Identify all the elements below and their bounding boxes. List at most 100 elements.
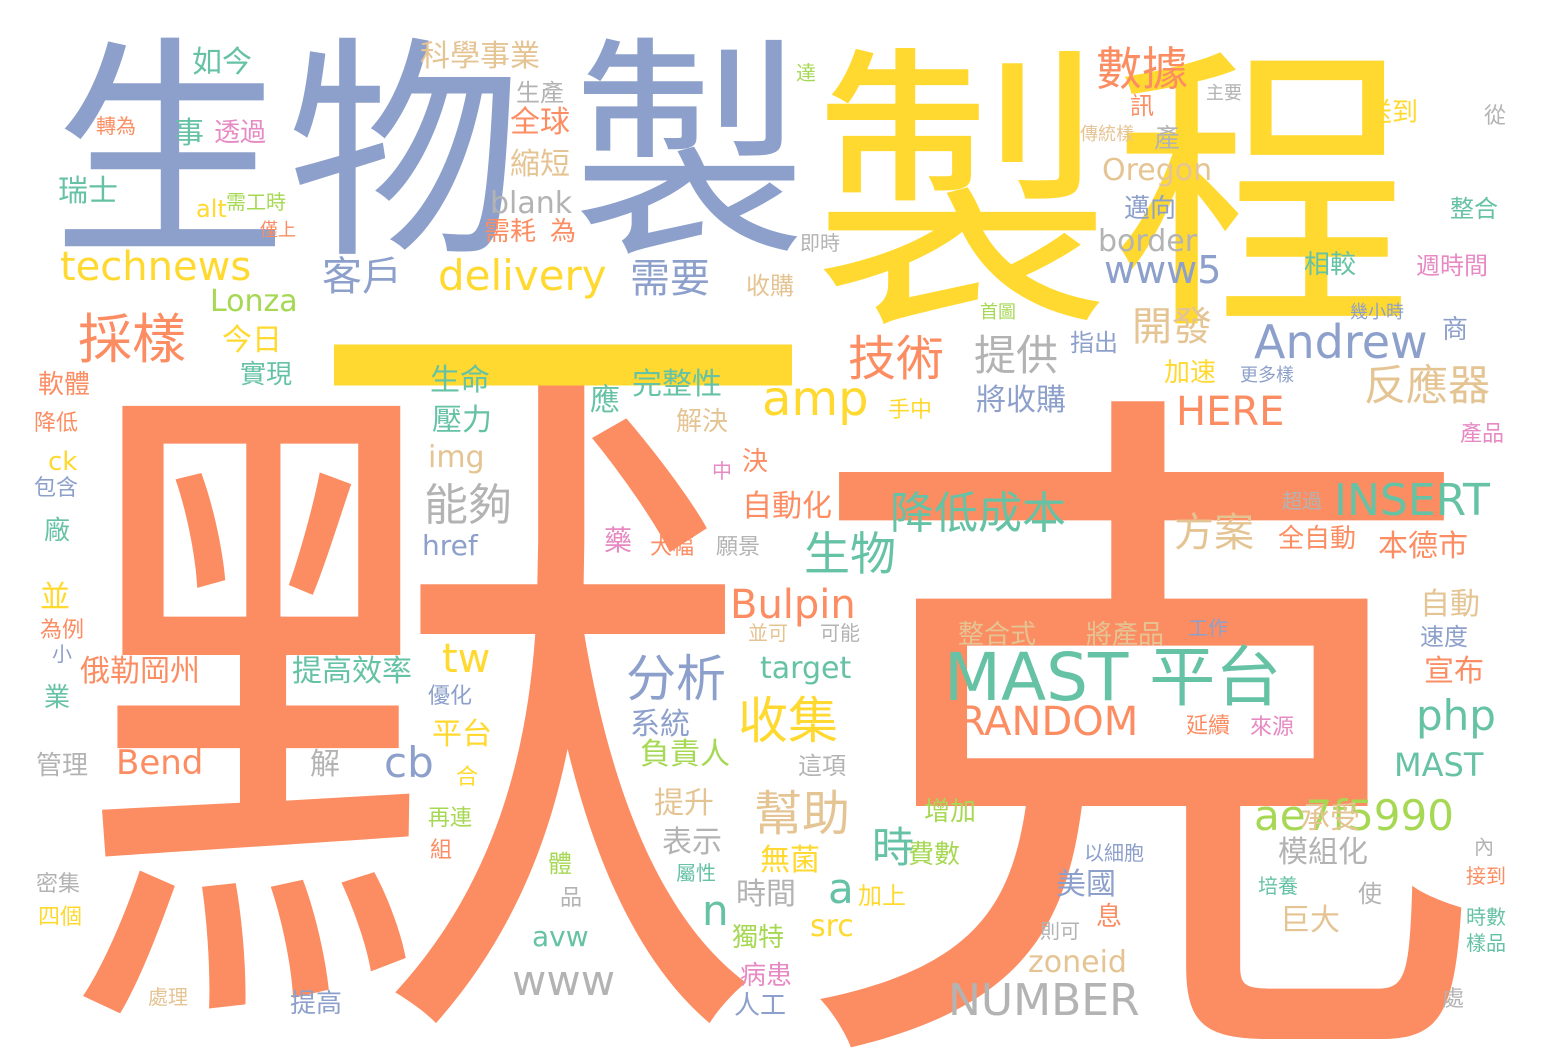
word-143: 可能 <box>820 621 860 645</box>
word-119: 業 <box>44 683 70 713</box>
word-165: 樣品 <box>1466 931 1506 955</box>
word-43: 如今 <box>192 45 252 80</box>
word-126: 處理 <box>148 985 188 1009</box>
word-6: MAST 平台 <box>944 639 1281 716</box>
word-50: 瑞士 <box>58 174 118 209</box>
word-75: 時間 <box>736 877 796 912</box>
word-149: 更多樣 <box>1240 365 1294 386</box>
word-34: www <box>512 956 615 1005</box>
word-39: a <box>828 864 854 913</box>
word-161: 從 <box>1484 104 1506 129</box>
word-99: 應 <box>590 383 620 418</box>
word-95: 並 <box>40 580 70 615</box>
word-63: 自動化 <box>742 489 832 524</box>
word-71: 負責人 <box>640 737 730 772</box>
word-24: 能夠 <box>424 480 512 531</box>
word-29: 收集 <box>738 692 838 750</box>
word-5: 一 <box>312 96 812 678</box>
word-122: 再連 <box>428 806 472 831</box>
word-77: 美國 <box>1056 867 1116 902</box>
word-152: 超過 <box>1282 489 1322 513</box>
word-97: 廠 <box>44 516 70 546</box>
word-20: amp <box>762 371 869 427</box>
word-88: src <box>810 909 854 944</box>
word-106: 邁向 <box>1124 194 1176 224</box>
word-87: avw <box>532 920 589 953</box>
word-73: 表示 <box>662 825 722 860</box>
word-36: tw <box>442 636 490 682</box>
word-33: NUMBER <box>948 975 1140 1026</box>
word-49: Lonza <box>210 284 298 319</box>
word-150: 幾小時 <box>1350 302 1404 323</box>
word-3: 生物 <box>52 18 522 291</box>
word-107: 送到 <box>1366 98 1418 128</box>
word-142: 並可 <box>748 621 788 645</box>
word-151: 產品 <box>1460 422 1504 447</box>
word-83: 速度 <box>1420 623 1468 651</box>
word-131: 增加 <box>924 797 976 827</box>
word-84: 本德市 <box>1378 529 1468 564</box>
word-58: 將收購 <box>976 383 1066 418</box>
word-56: 為 <box>550 217 576 247</box>
word-60: 生命 <box>430 363 490 398</box>
word-30: 幫助 <box>754 786 850 842</box>
word-44: 全球 <box>510 105 570 140</box>
word-0: 默 <box>60 321 760 1052</box>
word-157: 轉為 <box>96 114 136 138</box>
word-13: 需要 <box>630 256 710 302</box>
word-162: 內 <box>1474 835 1494 859</box>
word-128: 品 <box>560 886 582 911</box>
word-11: delivery <box>438 251 607 300</box>
word-66: target <box>760 651 851 686</box>
word-109: 指出 <box>1070 329 1118 357</box>
word-81: 宣布 <box>1424 654 1484 689</box>
word-115: 降低 <box>34 411 78 436</box>
word-117: 為例 <box>40 618 84 643</box>
word-103: 整合 <box>1450 195 1498 223</box>
word-120: 優化 <box>428 684 472 709</box>
word-116: 包含 <box>34 476 78 501</box>
word-127: 體 <box>548 850 572 878</box>
word-10: 客戶 <box>322 254 402 300</box>
word-93: 解 <box>310 747 340 782</box>
word-28: 分析 <box>626 650 726 708</box>
word-46: Oregon <box>1102 153 1212 188</box>
word-61: 壓力 <box>432 403 492 438</box>
word-92: 人工 <box>734 991 786 1021</box>
word-153: 首圖 <box>980 302 1016 323</box>
word-130: 加上 <box>858 882 906 910</box>
word-145: 願景 <box>716 535 760 560</box>
word-38: 時 <box>872 823 914 872</box>
word-82: 自動 <box>1420 587 1480 622</box>
word-74: 無菌 <box>760 843 820 878</box>
word-112: 收購 <box>746 272 794 300</box>
word-31: ae7f5990 <box>1254 791 1454 840</box>
word-124: 密集 <box>36 872 80 897</box>
word-78: 模組化 <box>1278 835 1368 870</box>
word-158: 達 <box>796 61 816 85</box>
word-147: 中 <box>712 459 732 483</box>
word-52: 事 <box>174 116 204 151</box>
word-91: 提高 <box>290 989 342 1019</box>
word-59: 完整性 <box>632 367 722 402</box>
word-76: 費數 <box>908 840 960 870</box>
word-108: 商 <box>1442 315 1468 345</box>
word-35: cb <box>384 738 434 787</box>
word-67: 提高效率 <box>292 654 412 689</box>
word-32: php <box>1416 691 1496 740</box>
word-160: 傳統樣 <box>1080 124 1134 145</box>
word-21: HERE <box>1176 389 1284 435</box>
word-155: 需工時 <box>226 190 286 214</box>
word-64: 整合式 <box>958 620 1036 650</box>
word-54: 生產 <box>516 79 564 107</box>
word-118: 小 <box>52 642 72 666</box>
word-154: 即時 <box>800 231 840 255</box>
word-90: 病患 <box>740 961 792 991</box>
word-53: 透過 <box>214 118 266 148</box>
word-22: 降低成本 <box>890 488 1066 539</box>
word-42: 科學事業 <box>420 39 540 74</box>
word-144: 大幅 <box>650 535 694 560</box>
word-141: 工作 <box>1188 616 1228 640</box>
word-163: 接到 <box>1466 864 1506 888</box>
